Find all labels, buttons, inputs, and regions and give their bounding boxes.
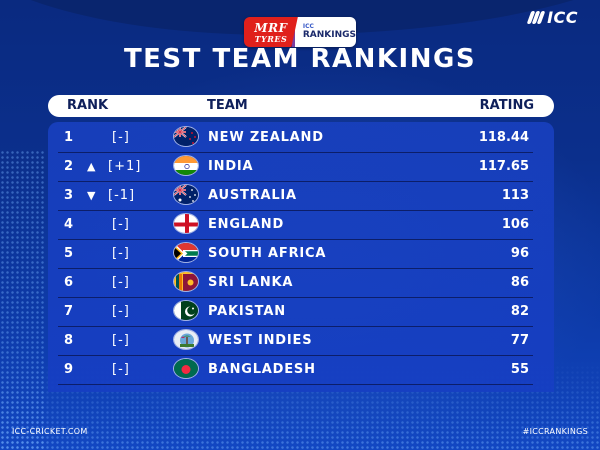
- table-row: 5 [-] SOUTH AFRICA 96: [58, 239, 533, 269]
- rating-cell: 106: [501, 217, 529, 232]
- mrf-text: MRF: [254, 20, 288, 35]
- page-title: TEST TEAM RANKINGS: [123, 44, 477, 74]
- rank-cell: 9: [64, 362, 74, 377]
- flag-australia-icon: [173, 184, 199, 205]
- flag-new-zealand-icon: [173, 126, 199, 147]
- movement-cell: [-]: [112, 130, 130, 145]
- footer-website: ICC-CRICKET.COM: [12, 427, 88, 436]
- flag-india-icon: [173, 155, 199, 176]
- movement-cell: [-]: [112, 362, 130, 377]
- rating-cell: 117.65: [478, 159, 529, 174]
- rating-cell: 118.44: [478, 130, 529, 145]
- team-cell: SOUTH AFRICA: [208, 246, 327, 261]
- table-row: 7 [-] PAKISTAN 82: [58, 297, 533, 327]
- rating-cell: 55: [510, 362, 529, 377]
- movement-cell: [-]: [112, 333, 130, 348]
- rank-cell: 2: [64, 159, 74, 174]
- movement-cell: [-]: [112, 275, 130, 290]
- table-row: 2 ▲ [+1] INDIA 117.65: [58, 152, 533, 182]
- flag-pakistan-icon: [173, 300, 199, 321]
- rankings-text: RANKINGS: [302, 30, 356, 40]
- team-cell: AUSTRALIA: [208, 188, 297, 203]
- rank-cell: 5: [64, 246, 74, 261]
- footer-hashtag: #ICCRANKINGS: [522, 427, 588, 436]
- icc-logo: ICC: [526, 8, 578, 27]
- movement-cell: [+1]: [108, 159, 142, 174]
- background-dots-left: [0, 150, 45, 450]
- rating-cell: 96: [510, 246, 529, 261]
- icc-rankings-logo: ICC RANKINGS: [291, 17, 356, 47]
- icc-stumps-icon: [526, 11, 546, 24]
- icc-small-text: ICC: [302, 23, 314, 30]
- flag-bangladesh-icon: [173, 358, 199, 379]
- team-cell: ENGLAND: [208, 217, 285, 232]
- movement-cell: [-]: [112, 246, 130, 261]
- team-cell: INDIA: [208, 159, 254, 174]
- rank-cell: 4: [64, 217, 74, 232]
- rating-cell: 86: [510, 275, 529, 290]
- rank-cell: 7: [64, 304, 74, 319]
- movement-cell: [-]: [112, 217, 130, 232]
- header-team: TEAM: [207, 98, 248, 113]
- table-row: 1 [-] NEW ZEALAND 118.44: [58, 123, 533, 153]
- up-arrow-icon: ▲: [87, 160, 96, 173]
- table-row: 6 [-] SRI LANKA 86: [58, 268, 533, 298]
- header-rating: RATING: [479, 98, 534, 113]
- rank-cell: 1: [64, 130, 74, 145]
- rating-cell: 113: [501, 188, 529, 203]
- header-rank: RANK: [67, 98, 109, 113]
- flag-sri-lanka-icon: [173, 271, 199, 292]
- rank-cell: 3: [64, 188, 74, 203]
- mrf-logo: MRF TYRES: [244, 17, 298, 47]
- rank-cell: 6: [64, 275, 74, 290]
- movement-cell: [-1]: [108, 188, 136, 203]
- movement-cell: [-]: [112, 304, 130, 319]
- rating-cell: 82: [510, 304, 529, 319]
- team-cell: SRI LANKA: [208, 275, 294, 290]
- table-row: 9 [-] BANGLADESH 55: [58, 355, 533, 385]
- team-cell: PAKISTAN: [208, 304, 286, 319]
- team-cell: NEW ZEALAND: [208, 130, 324, 145]
- team-cell: WEST INDIES: [208, 333, 313, 348]
- flag-west-indies-icon: [173, 329, 199, 350]
- flag-south-africa-icon: [173, 242, 199, 263]
- icc-logo-text: ICC: [547, 8, 578, 27]
- rating-cell: 77: [510, 333, 529, 348]
- table-row: 8 [-] WEST INDIES 77: [58, 326, 533, 356]
- table-header: RANK TEAM RATING: [48, 95, 554, 117]
- table-row: 4 [-] ENGLAND 106: [58, 210, 533, 240]
- rankings-table: 1 [-] NEW ZEALAND 118.44 2 ▲ [+1] INDIA …: [48, 122, 554, 392]
- team-cell: BANGLADESH: [208, 362, 316, 377]
- tyres-text: TYRES: [254, 33, 288, 44]
- down-arrow-icon: ▼: [87, 189, 96, 202]
- sponsor-badge: MRF TYRES ICC RANKINGS: [244, 17, 356, 47]
- flag-england-icon: [173, 213, 199, 234]
- table-row: 3 ▼ [-1] AUSTRALIA 113: [58, 181, 533, 211]
- rank-cell: 8: [64, 333, 74, 348]
